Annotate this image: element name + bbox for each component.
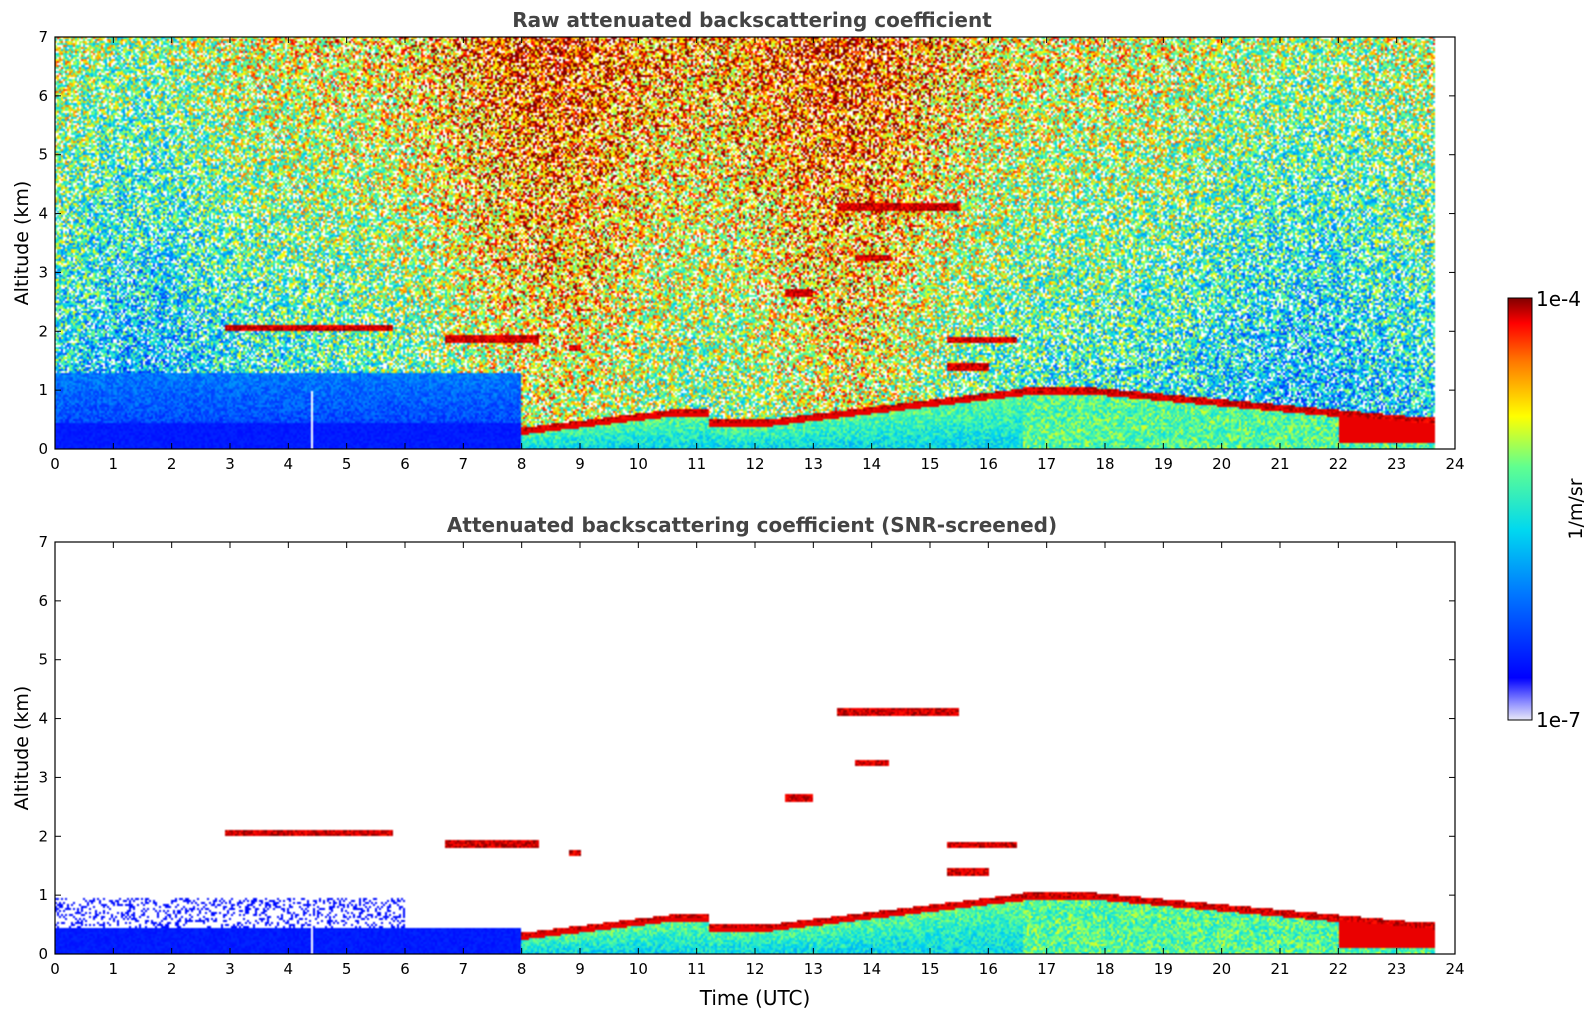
y-tick-label: 0 (38, 945, 48, 963)
colorbar: 1e-4 1e-7 1/m/sr (1507, 287, 1587, 732)
y-tick-label: 5 (38, 146, 48, 164)
x-tick-label: 19 (1154, 455, 1173, 473)
x-tick-label: 12 (745, 455, 764, 473)
x-tick-label: 24 (1445, 960, 1464, 978)
x-tick-label: 15 (920, 960, 939, 978)
x-tick-label: 6 (400, 960, 410, 978)
x-tick-label: 11 (687, 455, 706, 473)
y-tick-label: 5 (38, 651, 48, 669)
x-tick-label: 17 (1037, 960, 1056, 978)
x-tick-label: 0 (50, 960, 60, 978)
x-tick-label: 13 (804, 455, 823, 473)
x-tick-label: 24 (1445, 455, 1464, 473)
x-tick-label: 8 (517, 960, 527, 978)
x-tick-label: 13 (804, 960, 823, 978)
y-tick-label: 6 (38, 592, 48, 610)
bottom-plot-frame (54, 541, 1456, 955)
x-tick-label: 23 (1387, 455, 1406, 473)
y-tick-label: 4 (38, 710, 48, 728)
y-tick-label: 2 (38, 827, 48, 845)
x-tick-label: 7 (459, 455, 469, 473)
x-tick-label: 3 (225, 960, 235, 978)
y-tick-label: 1 (38, 381, 48, 399)
x-tick-label: 15 (920, 455, 939, 473)
x-tick-label: 22 (1329, 960, 1348, 978)
y-tick-label: 1 (38, 886, 48, 904)
x-tick-label: 3 (225, 455, 235, 473)
top-y-axis-label: Altitude (km) (11, 181, 33, 306)
x-tick-label: 0 (50, 455, 60, 473)
x-tick-label: 19 (1154, 960, 1173, 978)
x-tick-label: 11 (687, 960, 706, 978)
top-axis-ticks: 0 1 2 3 4 5 6 7 8 9 10 11 12 13 14 15 16 17 18 19 20 21 22 23 24… (38, 28, 1464, 473)
x-tick-label: 16 (979, 455, 998, 473)
x-tick-label: 10 (629, 455, 648, 473)
x-tick-label: 4 (284, 960, 294, 978)
top-plot-frame (54, 36, 1456, 450)
x-tick-label: 4 (284, 455, 294, 473)
colorbar-min-label: 1e-7 (1536, 708, 1581, 732)
x-tick-label: 2 (167, 960, 177, 978)
x-tick-label: 23 (1387, 960, 1406, 978)
x-tick-label: 5 (342, 960, 352, 978)
x-tick-label: 7 (459, 960, 469, 978)
x-tick-label: 21 (1270, 960, 1289, 978)
x-tick-label: 18 (1095, 455, 1114, 473)
x-tick-label: 1 (109, 455, 119, 473)
x-tick-label: 21 (1270, 455, 1289, 473)
x-axis-label: Time (UTC) (699, 986, 811, 1010)
y-tick-label: 0 (38, 440, 48, 458)
x-tick-label: 8 (517, 455, 527, 473)
bottom-panel: Attenuated backscattering coefficient (S… (11, 513, 1465, 1010)
bottom-heatmap (55, 542, 1455, 954)
top-heatmap (55, 37, 1455, 449)
x-tick-label: 17 (1037, 455, 1056, 473)
colorbar-unit-label: 1/m/sr (1565, 478, 1587, 539)
colorbar-max-label: 1e-4 (1536, 287, 1581, 311)
x-tick-label: 9 (575, 455, 585, 473)
y-tick-label: 3 (38, 768, 48, 786)
x-tick-label: 16 (979, 960, 998, 978)
x-tick-label: 14 (862, 455, 881, 473)
x-tick-label: 14 (862, 960, 881, 978)
x-tick-label: 20 (1212, 455, 1231, 473)
x-tick-label: 22 (1329, 455, 1348, 473)
y-tick-label: 7 (38, 533, 48, 551)
y-tick-label: 6 (38, 87, 48, 105)
x-tick-label: 1 (109, 960, 119, 978)
x-tick-label: 10 (629, 960, 648, 978)
x-tick-label: 5 (342, 455, 352, 473)
y-tick-label: 4 (38, 205, 48, 223)
top-panel-title: Raw attenuated backscattering coefficien… (512, 8, 992, 32)
bottom-y-axis-label: Altitude (km) (11, 686, 33, 811)
x-tick-label: 9 (575, 960, 585, 978)
colorbar-scale (1507, 297, 1533, 721)
x-tick-label: 20 (1212, 960, 1231, 978)
bottom-panel-title: Attenuated backscattering coefficient (S… (447, 513, 1057, 537)
y-tick-label: 2 (38, 322, 48, 340)
y-tick-label: 3 (38, 263, 48, 281)
x-tick-label: 12 (745, 960, 764, 978)
x-tick-label: 18 (1095, 960, 1114, 978)
y-tick-label: 7 (38, 28, 48, 46)
x-tick-label: 6 (400, 455, 410, 473)
top-panel: Raw attenuated backscattering coefficien… (11, 8, 1465, 473)
x-tick-label: 2 (167, 455, 177, 473)
